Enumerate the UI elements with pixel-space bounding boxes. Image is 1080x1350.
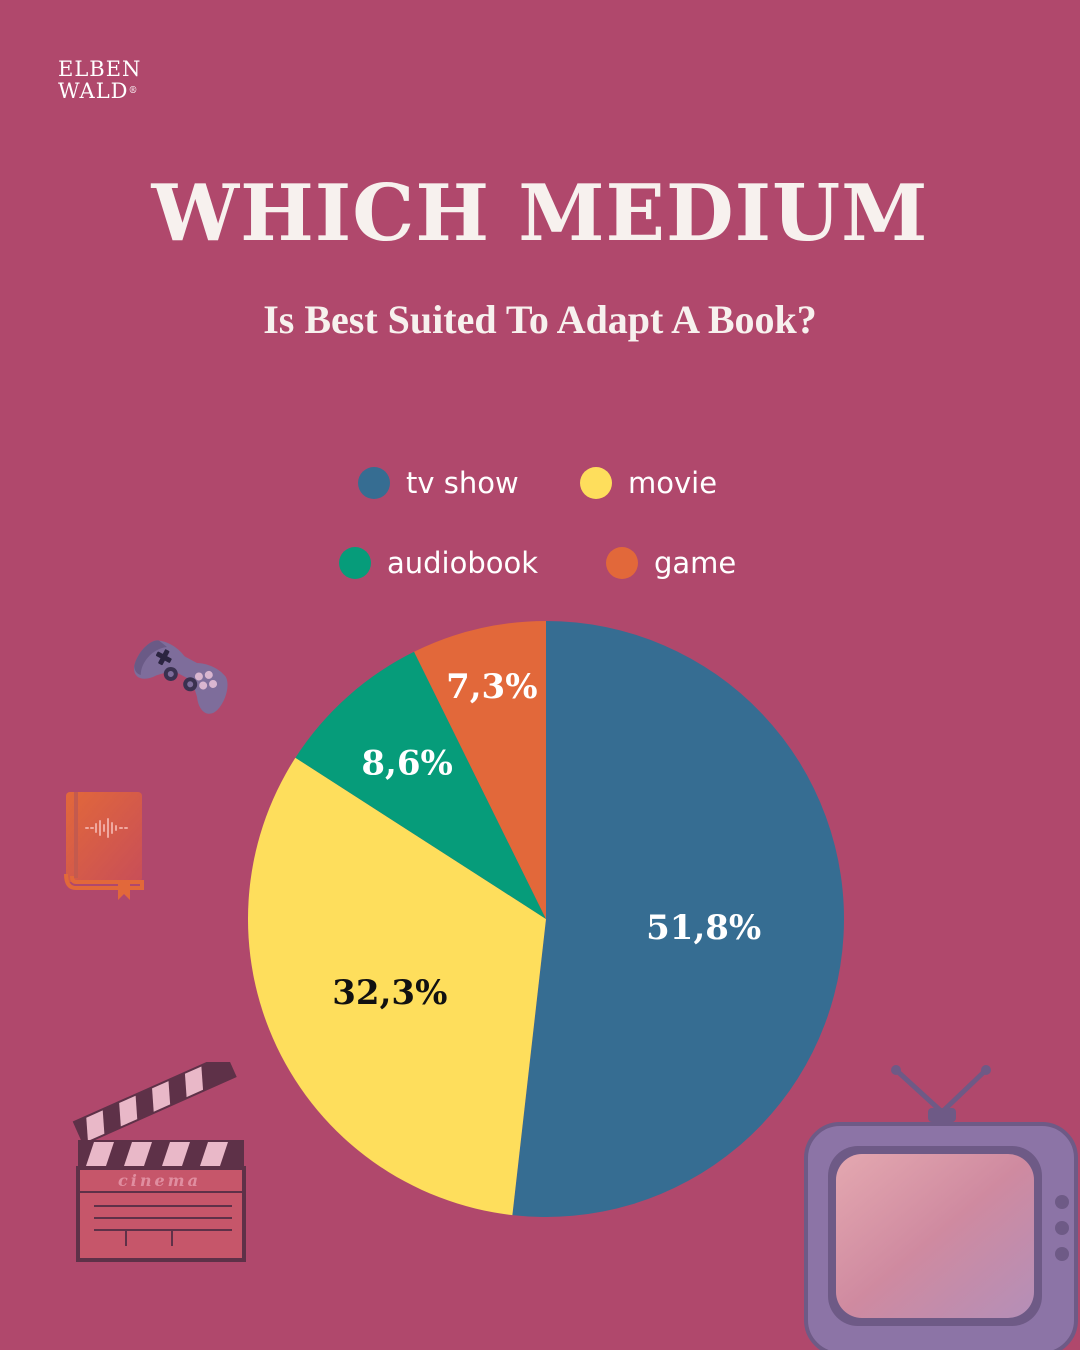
legend-swatch-game [606, 547, 638, 579]
brand-logo-line1: ELBEN [58, 57, 142, 81]
audiobook-icon [64, 792, 144, 900]
data-label-tv-show: 51,8% [646, 908, 761, 948]
legend-label-movie: movie [628, 466, 718, 500]
legend-label-game: game [654, 546, 737, 580]
brand-logo: ELBEN WALD® [58, 58, 141, 102]
pie-slice-tv-show [512, 621, 844, 1217]
legend-label-audiobook: audiobook [387, 546, 539, 580]
pie-slice-movie [247, 757, 546, 1216]
legend-swatch-audiobook [339, 547, 371, 579]
legend-item-tv-show: tv show [358, 466, 519, 500]
data-label-audiobook: 8,6% [361, 743, 452, 783]
data-label-game: 7,3% [446, 667, 537, 707]
legend-item-game: game [606, 546, 736, 580]
legend-label-tv-show: tv show [406, 466, 519, 500]
brand-logo-line2: WALD® [58, 79, 139, 103]
legend-swatch-tv-show [358, 467, 390, 499]
data-label-movie: 32,3% [332, 973, 447, 1013]
television-icon [804, 1065, 1078, 1350]
pie-slice-game [414, 621, 546, 919]
chart-title: WHICH MEDIUM [151, 168, 929, 259]
chart-subtitle: Is Best Suited To Adapt A Book? [263, 297, 817, 342]
legend-item-movie: movie [580, 466, 717, 500]
legend-item-audiobook: audiobook [339, 546, 538, 580]
pie-slice-audiobook [295, 651, 546, 919]
gamepad-icon [134, 640, 228, 714]
svg-text:cinema: cinema [118, 1171, 201, 1190]
clapperboard-icon: cinema [72, 1062, 246, 1262]
legend-swatch-movie [580, 467, 612, 499]
